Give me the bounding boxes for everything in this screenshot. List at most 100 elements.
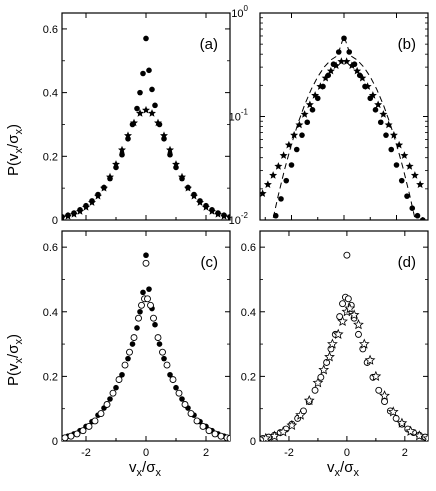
data-point-open-star <box>379 390 390 401</box>
data-point-open-circle <box>79 427 87 435</box>
panel-label: (b) <box>398 36 416 53</box>
data-point-star <box>284 140 293 149</box>
data-point-open-star <box>396 417 408 428</box>
data-point-star <box>124 131 132 140</box>
x-tick-label: 2 <box>203 447 209 459</box>
data-point-star <box>260 189 267 197</box>
y-tick-label: 0.6 <box>43 24 58 36</box>
data-point-star <box>374 100 383 109</box>
data-point-filled-circle <box>146 67 152 74</box>
data-point-open-circle <box>205 427 213 435</box>
data-point-filled-circle <box>129 341 136 347</box>
data-point-star <box>70 210 78 218</box>
y-tick-label: 100 <box>231 4 248 20</box>
data-point-open-circle <box>175 389 183 397</box>
data-point-open-circle <box>169 376 177 384</box>
data-point-star <box>332 61 341 70</box>
data-point-star <box>64 211 72 220</box>
data-point-open-circle <box>217 432 225 440</box>
data-point-star <box>269 171 278 179</box>
data-point-star <box>405 162 414 170</box>
panel-b: 10-2 10-1 100 (b) <box>229 4 429 227</box>
y-tick-label: 0.6 <box>241 242 256 254</box>
x-tick-label: 0 <box>344 447 350 459</box>
data-point-open-circle <box>73 430 81 438</box>
data-point-filled-circle <box>137 308 143 315</box>
data-point-star <box>226 213 230 220</box>
data-point-open-star <box>405 425 416 436</box>
data-point-star <box>196 198 204 206</box>
data-point-filled-circle <box>173 384 179 391</box>
y-tick-label: 10-1 <box>229 108 249 124</box>
data-point-filled-circle <box>179 396 185 402</box>
data-point-star <box>316 82 325 90</box>
panel-label: (d) <box>398 254 416 271</box>
data-point-open-star <box>260 432 272 441</box>
data-point-star <box>178 172 186 181</box>
data-point-open-circle <box>85 423 93 430</box>
data-point-open-circle <box>343 251 351 259</box>
y-tick-label: 0.4 <box>43 307 58 319</box>
data-point-open-circle <box>181 401 189 408</box>
data-point-open-circle <box>121 361 129 369</box>
panel-label: (a) <box>200 36 218 53</box>
data-point-star <box>400 151 409 159</box>
data-point-filled-circle <box>134 325 140 331</box>
data-point-open-circle <box>159 348 166 356</box>
data-point-filled-circle <box>388 146 395 153</box>
data-point-filled-circle <box>383 132 389 138</box>
data-point-filled-circle <box>304 119 311 126</box>
data-point-open-star <box>286 419 298 431</box>
data-point-open-star <box>413 430 425 441</box>
data-point-filled-circle <box>134 105 140 112</box>
data-point-open-star <box>422 432 428 441</box>
data-point-star <box>290 130 299 139</box>
data-point-star <box>148 109 156 117</box>
data-point-filled-circle <box>107 396 113 402</box>
data-point-filled-circle <box>149 86 155 93</box>
panel-d: -2 0 2 0 0.2 0.4 0.6 (d) <box>241 230 429 459</box>
data-point-open-circle <box>163 361 171 369</box>
data-point-filled-circle <box>293 146 300 153</box>
data-point-star <box>118 145 126 154</box>
data-point-open-star <box>387 406 399 417</box>
data-point-star <box>166 145 174 154</box>
data-point-filled-circle <box>278 196 284 202</box>
data-point-open-star <box>344 302 356 314</box>
data-point-open-circle <box>130 334 138 342</box>
data-point-star <box>184 183 192 192</box>
data-point-open-star <box>332 328 344 339</box>
data-point-filled-circle <box>335 49 342 55</box>
x-axis-label-left: vx/σx <box>129 459 161 479</box>
data-point-open-circle <box>392 414 400 422</box>
data-point-open-circle <box>344 295 352 303</box>
y-tick-label: 0.4 <box>43 88 58 100</box>
data-point-filled-circle <box>125 355 131 362</box>
data-point-open-circle <box>339 300 347 308</box>
data-point-open-star <box>312 377 324 388</box>
x-tick-label: 2 <box>402 447 408 459</box>
data-point-star <box>416 180 425 188</box>
data-point-open-star <box>348 309 360 320</box>
data-point-filled-circle <box>167 151 173 158</box>
data-point-open-circle <box>317 373 325 381</box>
data-point-filled-circle <box>414 212 421 219</box>
data-point-star <box>353 66 362 75</box>
data-point-open-circle <box>311 386 319 394</box>
data-point-filled-circle <box>409 205 416 212</box>
data-point-open-star <box>277 426 289 437</box>
y-tick-label: 0.6 <box>43 242 58 254</box>
plot-frame <box>259 230 429 442</box>
data-point-star <box>106 172 114 181</box>
y-tick-label: 0.2 <box>43 151 58 163</box>
data-layer <box>62 252 230 441</box>
data-point-star <box>62 213 66 220</box>
data-point-filled-circle <box>113 384 119 391</box>
y-tick-label: 10-2 <box>229 211 249 227</box>
data-point-star <box>342 57 351 65</box>
y-axis-label-bottom: P(vx/σx) <box>5 334 25 386</box>
data-point-open-star <box>318 364 330 375</box>
data-point-open-star <box>295 409 306 420</box>
data-point-open-star <box>324 351 335 362</box>
data-point-star <box>321 73 330 82</box>
